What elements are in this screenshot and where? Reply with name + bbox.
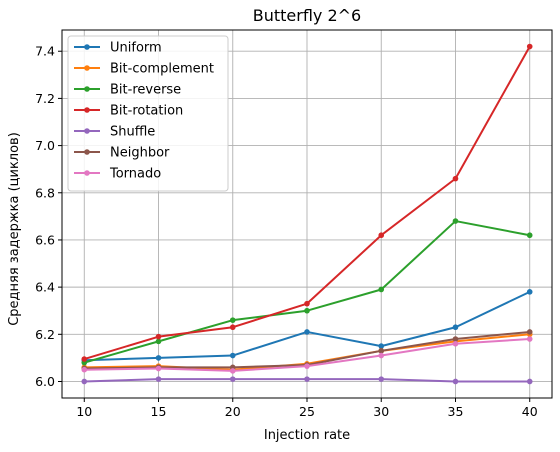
data-point (155, 333, 162, 340)
data-point (155, 355, 162, 361)
legend-label: Bit-reverse (110, 83, 181, 98)
legend: Uniform Bit-complement Bit-reverse Bit-rota… (67, 35, 229, 192)
legend-label: Shuffle (110, 125, 155, 140)
legend-item: Bit-complement (74, 62, 214, 77)
data-point (229, 368, 236, 374)
data-point (155, 376, 162, 382)
data-point (452, 175, 459, 182)
series-shuffle (81, 376, 533, 385)
legend-label: Bit-rotation (110, 104, 183, 119)
grid (62, 30, 552, 398)
legend-box (67, 35, 229, 192)
legend-swatch-marker (84, 65, 90, 71)
data-point (229, 352, 236, 359)
legend-swatch-marker (84, 170, 90, 176)
data-point (378, 343, 385, 349)
data-point (526, 336, 533, 342)
series-tornado (81, 336, 533, 374)
data-point (452, 340, 459, 347)
data-point (526, 378, 533, 385)
y-tick-label: 7.2 (35, 91, 55, 106)
legend-swatch-marker (84, 44, 90, 50)
data-point (452, 336, 459, 342)
y-tick-label: 6.0 (35, 374, 55, 389)
data-point (452, 218, 459, 224)
legend-swatch-marker (84, 107, 90, 113)
data-point (452, 324, 459, 331)
y-tick-label: 7.4 (35, 44, 55, 59)
y-axis: 6.0 6.2 6.4 6.6 6.8 7.0 7.2 7.4 (35, 44, 62, 389)
y-tick-label: 7.0 (35, 138, 55, 153)
data-point (81, 366, 88, 373)
data-point (526, 289, 533, 295)
data-point (304, 363, 310, 369)
data-point (229, 324, 236, 331)
data-point (81, 356, 88, 362)
legend-item: Uniform (74, 41, 162, 56)
legend-item: Neighbor (74, 146, 170, 161)
data-point (526, 43, 533, 50)
data-point (526, 232, 533, 239)
data-point (304, 329, 310, 335)
legend-label: Uniform (110, 41, 162, 56)
data-point (378, 348, 385, 354)
y-tick-label: 6.4 (35, 280, 55, 295)
data-point (155, 365, 162, 372)
data-point (155, 338, 162, 345)
legend-swatch-marker (84, 149, 90, 155)
data-point (229, 376, 236, 382)
y-tick-label: 6.6 (35, 232, 55, 247)
x-tick-label: 20 (225, 404, 241, 419)
x-tick-label: 40 (522, 404, 538, 419)
x-tick-label: 30 (373, 404, 389, 419)
x-tick-label: 15 (151, 404, 167, 419)
x-tick-label: 25 (299, 404, 315, 419)
data-point (452, 378, 459, 385)
data-point (378, 352, 385, 359)
data-point (378, 376, 385, 382)
data-point (304, 307, 310, 314)
legend-item: Bit-reverse (74, 83, 181, 98)
series-bit-rotation (81, 43, 533, 362)
series-layer (81, 43, 533, 385)
legend-label: Neighbor (110, 146, 170, 161)
legend-swatch-marker (84, 86, 90, 92)
y-tick-label: 6.2 (35, 327, 55, 342)
x-tick-label: 10 (76, 404, 92, 419)
chart-title: Butterfly 2^6 (253, 6, 361, 25)
x-axis-label: Injection rate (264, 428, 350, 443)
legend-item: Tornado (74, 167, 161, 182)
legend-item: Shuffle (74, 125, 155, 140)
data-point (378, 232, 385, 239)
data-point (81, 378, 88, 385)
data-point (229, 317, 236, 323)
x-axis: 10 15 20 25 30 35 40 (76, 398, 538, 419)
legend-item: Bit-rotation (74, 104, 183, 119)
y-axis-label: Средняя задержка (циклов) (7, 132, 22, 326)
legend-label: Tornado (109, 167, 161, 182)
data-point (526, 329, 533, 335)
data-point (304, 300, 310, 307)
legend-label: Bit-complement (110, 62, 214, 77)
x-tick-label: 35 (448, 404, 464, 419)
data-point (304, 376, 310, 382)
y-tick-label: 6.8 (35, 185, 55, 200)
data-point (378, 286, 385, 293)
series-bit-reverse (81, 218, 533, 366)
legend-swatch-marker (84, 128, 90, 134)
